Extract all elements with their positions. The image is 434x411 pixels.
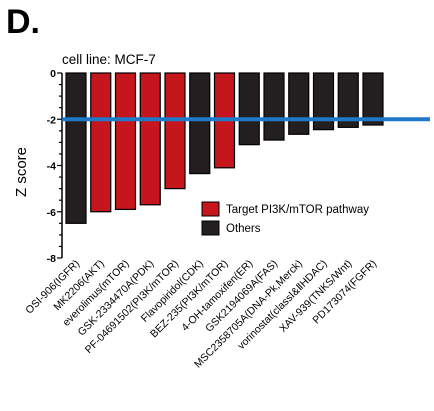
bar-target [114, 72, 137, 211]
y-tick-label: -8 [47, 253, 56, 265]
bar-others [189, 72, 211, 175]
legend-label-others: Others [226, 223, 261, 235]
bar-target [164, 72, 186, 190]
bar-others [288, 72, 310, 135]
y-tick-label: -6 [47, 207, 56, 219]
bars-group [65, 72, 384, 224]
y-axis: 0 -2 -4 -6 -8 [47, 68, 63, 265]
bar-others [312, 72, 335, 131]
chart-subtitle: cell line: MCF-7 [62, 52, 156, 67]
bar-others [65, 72, 87, 224]
panel-letter: D. [6, 3, 40, 41]
bar-others [337, 72, 359, 128]
bar-others [263, 72, 285, 141]
bar-target [139, 72, 161, 206]
y-axis-label-group: Z score [13, 147, 30, 197]
bar-others [238, 72, 260, 146]
bar-others [362, 72, 384, 126]
y-tick-label: -4 [47, 161, 56, 173]
legend-swatch-target [201, 201, 220, 217]
legend: Target PI3K/mTOR pathway Others [201, 201, 369, 236]
y-tick-label: -2 [47, 114, 56, 126]
x-tick-labels: OSI-906(IGFR)MK2206(AKT)everolimus(mTOR)… [23, 258, 379, 371]
y-axis-label: Z score [13, 147, 30, 197]
legend-swatch-others [201, 220, 220, 236]
y-tick-label: 0 [50, 68, 56, 80]
bar-target [90, 72, 112, 213]
legend-label-target: Target PI3K/mTOR pathway [226, 204, 369, 216]
